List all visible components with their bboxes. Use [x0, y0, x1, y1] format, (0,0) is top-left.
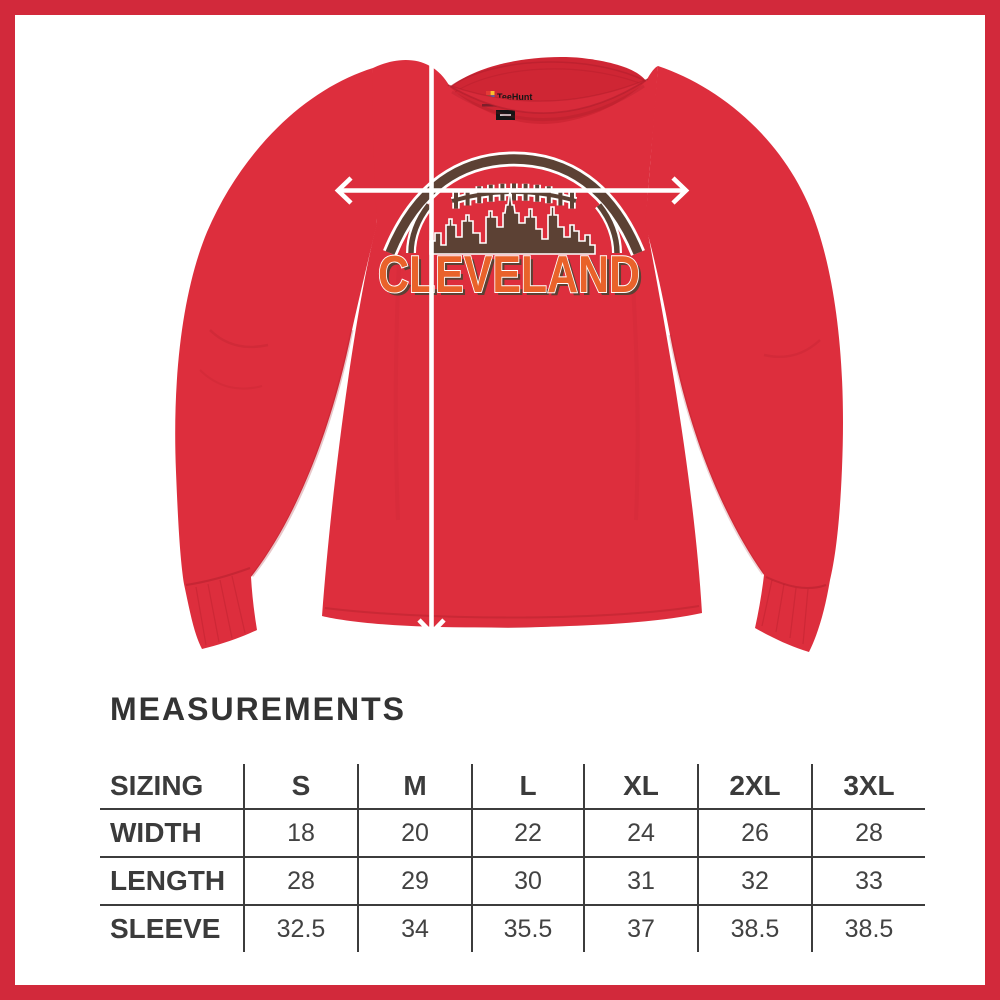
col-header-m: M [357, 764, 472, 809]
cell-length-l: 30 [471, 856, 584, 905]
measurement-arrows [334, 43, 690, 637]
graphic-text: CLEVELAND [378, 246, 640, 304]
shirt-collar: TeeHunt [447, 57, 649, 124]
row-label-width: WIDTH [100, 808, 244, 857]
cell-length-3xl: 33 [811, 856, 925, 905]
cell-length-2xl: 32 [697, 856, 812, 905]
cell-length-s: 28 [243, 856, 358, 905]
row-label-sleeve: SLEEVE [100, 904, 244, 952]
cell-width-xl: 24 [583, 808, 698, 857]
cell-width-s: 18 [243, 808, 358, 857]
product-photo: TeeHunt CLEV [175, 43, 843, 652]
cell-length-xl: 31 [583, 856, 698, 905]
length-arrow [417, 43, 446, 637]
shirt-body [322, 60, 702, 628]
cell-width-3xl: 28 [811, 808, 925, 857]
table-row-sleeve: SLEEVE 32.5 34 35.5 37 38.5 38.5 [100, 904, 925, 952]
cell-width-m: 20 [357, 808, 472, 857]
brand-name: TeeHunt [497, 92, 532, 102]
shirt-left-sleeve [175, 68, 377, 649]
cell-sleeve-xl: 37 [583, 904, 698, 952]
col-header-sizing: SIZING [110, 770, 204, 801]
col-header-xl: XL [583, 764, 698, 809]
cell-sleeve-2xl: 38.5 [697, 904, 812, 952]
row-label-length: LENGTH [100, 856, 244, 905]
cell-width-2xl: 26 [697, 808, 812, 857]
size-chart-table: SIZING S M L XL 2XL 3XL WIDTH 18 20 22 2… [100, 764, 925, 952]
width-arrow [334, 176, 690, 205]
table-row-width: WIDTH 18 20 22 24 26 28 [100, 808, 925, 857]
col-header-s: S [243, 764, 358, 809]
col-header-l: L [471, 764, 584, 809]
football-graphic: CLEVELAND CLEVELAND [377, 151, 645, 307]
shirt-right-sleeve [645, 66, 843, 652]
cell-sleeve-s: 32.5 [243, 904, 358, 952]
col-header-3xl: 3XL [811, 764, 925, 809]
brand-logo-icon [486, 91, 490, 95]
cell-sleeve-3xl: 38.5 [811, 904, 925, 952]
cleveland-skyline [429, 190, 596, 255]
cell-width-l: 22 [471, 808, 584, 857]
table-row-length: LENGTH 28 29 30 31 32 33 [100, 856, 925, 905]
cell-sleeve-m: 34 [357, 904, 472, 952]
cell-sleeve-l: 35.5 [471, 904, 584, 952]
cell-length-m: 29 [357, 856, 472, 905]
measurements-heading: MEASUREMENTS [110, 691, 407, 727]
col-header-2xl: 2XL [697, 764, 812, 809]
size-chart-header-row: SIZING S M L XL 2XL 3XL [100, 764, 925, 809]
graphic-text-shadow: CLEVELAND [381, 249, 643, 307]
